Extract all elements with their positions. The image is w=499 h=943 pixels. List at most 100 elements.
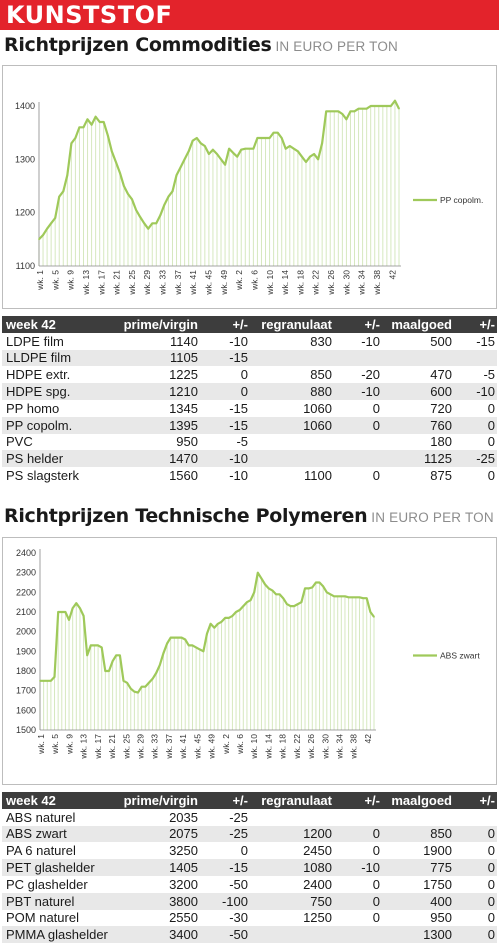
regranulaat-change-cell: -10: [361, 333, 380, 349]
data-point: [129, 687, 132, 690]
data-point: [240, 148, 243, 151]
data-point: [159, 664, 161, 666]
data-point: [326, 591, 328, 594]
data-point: [50, 222, 52, 225]
data-point: [115, 654, 118, 657]
maalgoed-change-cell: 0: [487, 910, 495, 926]
data-point: [318, 581, 321, 584]
col-header-maalgoed-change: +/-: [454, 316, 497, 333]
x-tick-label: wk. 41: [178, 734, 188, 760]
regranulaat-change-cell: 0: [334, 416, 382, 434]
data-point: [209, 623, 212, 625]
prime-change-cell: -25: [229, 809, 248, 825]
x-tick-label: wk. 45: [204, 270, 214, 296]
data-point: [202, 650, 205, 653]
maalgoed-change-cell: 0: [454, 892, 497, 910]
x-tick-label: wk. 26: [306, 734, 316, 760]
prime-change-cell: -15: [200, 416, 250, 434]
x-tick-label: wk. 34: [357, 270, 367, 296]
y-tick-label: 1600: [16, 705, 36, 715]
data-point: [206, 632, 208, 635]
data-point: [46, 227, 48, 230]
maalgoed-change-cell: -15: [476, 333, 495, 349]
data-point: [337, 110, 340, 113]
col-header-regranulaat-change: +/-: [334, 316, 382, 333]
commodities-unit: IN EURO PER TON: [275, 39, 398, 54]
data-point: [369, 105, 372, 107]
col-header-prime-change: +/-: [200, 316, 250, 333]
maalgoed-price-cell: 400: [382, 892, 454, 910]
data-point: [333, 595, 335, 598]
maalgoed-price-cell: 720: [430, 400, 452, 416]
data-point: [131, 198, 133, 201]
product-name-cell: ABS naturel: [6, 809, 76, 825]
data-point: [155, 222, 158, 225]
data-point: [336, 595, 339, 598]
technical-price-table: week 42 prime/virgin +/- regranulaat +/-…: [2, 792, 497, 943]
y-tick-label: 1200: [15, 208, 35, 218]
regranulaat-change-cell: [334, 450, 382, 468]
data-point: [249, 599, 252, 601]
prime-change-cell: 0: [240, 843, 248, 859]
series-line: [38, 99, 400, 241]
product-name-cell: PS slagsterk: [6, 468, 79, 484]
prime-price-cell: 3400: [110, 926, 200, 943]
table-row: PET glashelder 1405 -15 1080 -10 775 0: [2, 859, 497, 876]
data-point: [315, 581, 317, 584]
regranulaat-change-cell: [334, 434, 382, 451]
x-tick-label: wk. 22: [292, 734, 302, 760]
data-point: [297, 150, 299, 153]
maalgoed-price-cell: 1900: [423, 843, 452, 859]
x-tick-label: wk. 14: [280, 270, 290, 296]
prime-price-cell: 3200: [169, 876, 198, 892]
data-point: [293, 605, 295, 607]
data-point: [260, 577, 263, 580]
data-point: [347, 596, 350, 599]
col-header-regranulaat: regranulaat: [250, 792, 334, 809]
col-header-prime-change: +/-: [200, 792, 250, 809]
data-point: [382, 105, 384, 107]
maalgoed-price-cell: 1300: [382, 926, 454, 943]
data-point: [195, 646, 197, 649]
table-row: ABS zwart 2075 -25 1200 0 850 0: [2, 825, 497, 843]
x-tick-label: wk. 29: [136, 734, 146, 760]
prime-price-cell: 1210: [110, 383, 200, 400]
data-point: [187, 150, 190, 153]
data-point: [272, 131, 275, 134]
y-tick-label: 2400: [16, 548, 36, 558]
data-point: [235, 611, 237, 613]
data-point: [42, 680, 45, 682]
data-point: [39, 680, 41, 682]
regranulaat-change-cell: 0: [372, 876, 380, 892]
prime-change-cell: -100: [200, 892, 250, 910]
legend-label: PP copolm.: [440, 195, 483, 205]
maalgoed-change-cell: 0: [487, 434, 495, 450]
regranulaat-price-cell: 2400: [303, 876, 332, 892]
data-point: [325, 110, 327, 113]
data-point: [115, 161, 117, 163]
data-point: [217, 623, 219, 625]
data-point: [57, 611, 59, 613]
data-point: [82, 615, 85, 617]
y-tick-label: 1700: [16, 686, 36, 696]
regranulaat-price-cell: 2450: [303, 843, 332, 859]
data-point: [317, 158, 319, 161]
x-tick-label: wk. 9: [64, 734, 74, 755]
data-point: [271, 589, 274, 592]
data-point: [140, 685, 143, 688]
data-point: [38, 238, 40, 241]
x-tick-label: wk. 13: [81, 270, 91, 296]
data-point: [173, 636, 176, 639]
data-point: [238, 609, 241, 611]
data-point: [204, 145, 206, 147]
x-tick-label: wk. 41: [188, 270, 198, 296]
table-row: POM naturel 2550 -30 1250 0 950 0: [2, 910, 497, 927]
data-point: [70, 142, 73, 145]
data-point: [280, 137, 283, 139]
prime-price-cell: 1405: [110, 859, 200, 876]
data-point: [119, 654, 121, 657]
maalgoed-change-cell: -25: [454, 450, 497, 468]
maalgoed-change-cell: 0: [454, 825, 497, 843]
regranulaat-price-cell: 1080: [250, 859, 334, 876]
product-name-cell: PET glashelder: [2, 859, 110, 876]
